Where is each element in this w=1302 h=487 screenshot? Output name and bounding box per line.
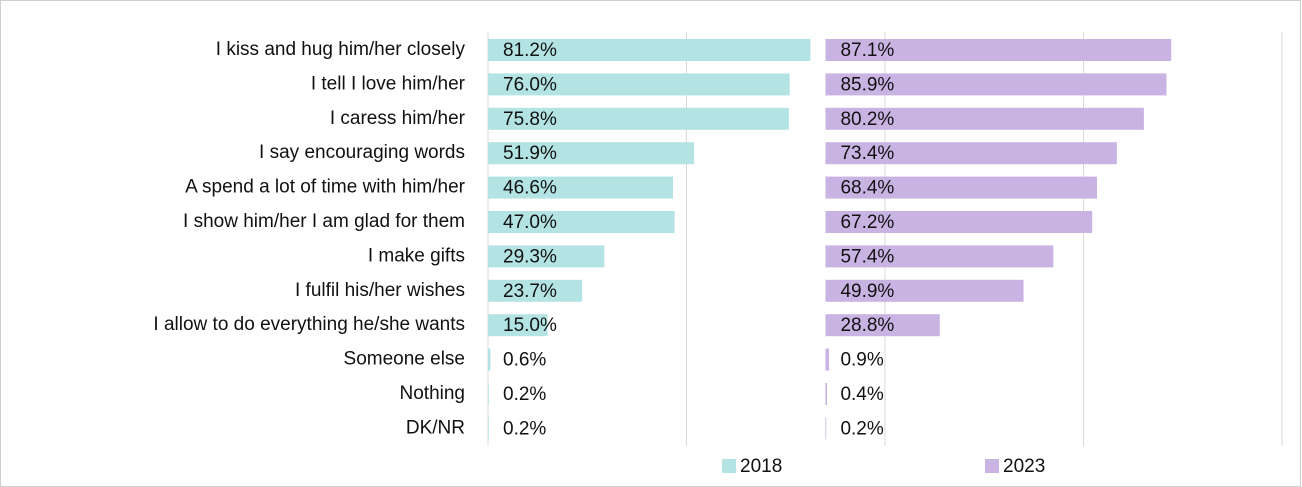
bar (488, 383, 489, 405)
bar (825, 176, 1097, 199)
legend-label: 2023 (1003, 456, 1045, 477)
bar (825, 383, 828, 405)
category-label: Nothing (400, 383, 466, 404)
value-label: 0.2% (503, 384, 546, 405)
bar (825, 73, 1167, 96)
category-label: I caress him/her (330, 108, 466, 129)
bar (825, 142, 1117, 165)
category-label: A spend a lot of time with him/her (185, 177, 466, 198)
bar (488, 39, 811, 61)
bar (825, 39, 1172, 61)
value-label: 0.9% (840, 350, 883, 371)
bar (488, 279, 583, 302)
bar (488, 348, 491, 371)
bar (825, 348, 830, 371)
bar (825, 211, 1093, 233)
value-label: 67.2% (840, 212, 894, 233)
value-label: 81.2% (503, 40, 557, 61)
bar (825, 314, 940, 337)
value-label: 57.4% (840, 246, 894, 267)
bar (488, 417, 489, 440)
legend-swatch (722, 459, 736, 473)
category-label: I tell I love him/her (311, 73, 466, 94)
value-label: 76.0% (503, 74, 557, 95)
value-label: 28.8% (840, 315, 894, 336)
value-label: 87.1% (840, 40, 894, 61)
value-label: 51.9% (503, 143, 557, 164)
value-label: 75.8% (503, 109, 557, 130)
bar (825, 279, 1024, 302)
value-label: 46.6% (503, 178, 557, 199)
bar (825, 245, 1054, 268)
value-label: 73.4% (840, 143, 894, 164)
value-label: 47.0% (503, 212, 557, 233)
value-label: 0.6% (503, 350, 546, 371)
value-label: 0.2% (503, 418, 546, 439)
bar (488, 314, 548, 337)
value-label: 85.9% (840, 74, 894, 95)
category-label: I allow to do everything he/she wants (153, 314, 465, 335)
bar (488, 107, 789, 130)
legend-swatch (985, 459, 999, 473)
bar (488, 176, 674, 199)
bar (488, 211, 675, 233)
bar (488, 73, 790, 96)
value-label: 15.0% (503, 315, 557, 336)
category-label: I say encouraging words (259, 142, 465, 163)
legend-label: 2018 (740, 456, 782, 477)
category-label: Someone else (344, 349, 465, 370)
category-label: I kiss and hug him/her closely (216, 39, 466, 60)
value-label: 29.3% (503, 246, 557, 267)
value-label: 68.4% (840, 178, 894, 199)
value-label: 23.7% (503, 281, 557, 302)
category-label: I make gifts (368, 245, 465, 266)
value-label: 0.2% (840, 418, 883, 439)
value-label: 80.2% (840, 109, 894, 130)
bar (825, 417, 827, 440)
category-label: DK/NR (406, 417, 465, 438)
bar (825, 107, 1144, 130)
value-label: 49.9% (840, 281, 894, 302)
bar (488, 142, 695, 165)
value-label: 0.4% (840, 384, 883, 405)
category-label: I show him/her I am glad for them (183, 211, 465, 232)
category-label: I fulfil his/her wishes (295, 280, 465, 301)
bar (488, 245, 605, 268)
